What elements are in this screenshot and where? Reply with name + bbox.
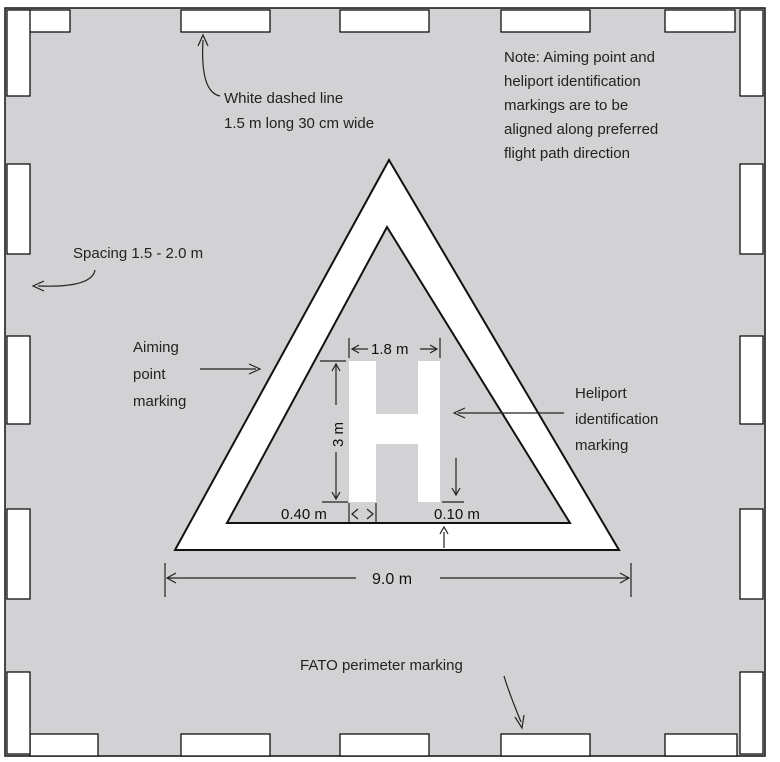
aiming-label-1: Aiming <box>133 339 179 356</box>
spacing-leader <box>37 269 96 287</box>
aiming-label-3: marking <box>133 393 186 410</box>
spacing-arrowhead <box>31 280 45 292</box>
aiming-label-2: point <box>133 366 166 383</box>
perimeter-dash-top <box>339 9 430 33</box>
perimeter-dash-top <box>664 9 736 33</box>
perimeter-dash-top <box>180 9 271 33</box>
perimeter-dash-bottom <box>500 733 591 757</box>
clearance-dimension: 0.10 m <box>434 506 480 523</box>
note-line-2: heliport identification <box>504 73 641 90</box>
dashed-line-label-1: White dashed line <box>224 90 343 107</box>
h-height-arrow-bottom <box>331 491 341 501</box>
h-width-arrow-right <box>429 344 439 354</box>
fato-leader <box>503 675 522 723</box>
dashed-line-leader <box>202 39 221 97</box>
h-width-arrow-left <box>350 344 360 354</box>
note-line-4: aligned along preferred <box>504 121 658 138</box>
base-dimension: 9.0 m <box>372 571 412 588</box>
perimeter-dash-right <box>739 335 764 425</box>
perimeter-dash-left <box>6 163 31 255</box>
perimeter-dash-top <box>500 9 591 33</box>
perimeter-dash-left <box>6 9 31 97</box>
note-line-1: Note: Aiming point and <box>504 49 655 66</box>
perimeter-dash-bottom <box>664 733 738 757</box>
heliport-label-3: marking <box>575 437 628 454</box>
fato-arrowhead <box>514 714 525 730</box>
base-arrow-left <box>165 572 177 584</box>
clearance-arrow-top <box>451 487 461 497</box>
note-line-5: flight path direction <box>504 145 630 162</box>
perimeter-dash-bottom <box>339 733 430 757</box>
clearance-arrow-bottom <box>439 525 449 535</box>
note-line-3: markings are to be <box>504 97 628 114</box>
perimeter-dash-left <box>6 671 31 755</box>
h-width-dimension: 1.8 m <box>371 341 409 358</box>
stroke-width-dimension: 0.40 m <box>281 506 327 523</box>
fato-area <box>4 7 766 757</box>
heliport-arrowhead <box>452 407 466 419</box>
aiming-point-triangle <box>173 157 621 551</box>
perimeter-dash-left <box>6 335 31 425</box>
perimeter-dash-bottom <box>29 733 99 757</box>
perimeter-dash-left <box>6 508 31 600</box>
perimeter-dash-right <box>739 9 764 97</box>
heliport-h-marking <box>349 361 440 502</box>
spacing-label: Spacing 1.5 - 2.0 m <box>73 245 203 262</box>
base-arrow-right <box>619 572 631 584</box>
aiming-arrowhead <box>248 363 262 375</box>
fato-label: FATO perimeter marking <box>300 657 463 674</box>
perimeter-dash-right <box>739 163 764 255</box>
dashed-line-label-2: 1.5 m long 30 cm wide <box>224 115 374 132</box>
h-height-dimension: 3 m <box>330 422 347 447</box>
stroke-width-arrows <box>351 508 374 520</box>
perimeter-dash-bottom <box>180 733 271 757</box>
h-height-arrow-top <box>331 362 341 372</box>
dashed-line-arrowhead <box>197 33 209 47</box>
heliport-label-1: Heliport <box>575 385 628 402</box>
perimeter-dash-right <box>739 508 764 600</box>
heliport-label-2: identification <box>575 411 658 428</box>
perimeter-dash-right <box>739 671 764 755</box>
